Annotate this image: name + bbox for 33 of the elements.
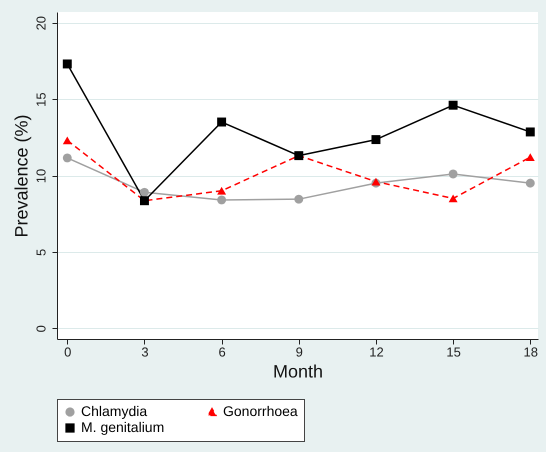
x-tick-label: 0 <box>64 344 72 360</box>
point <box>526 153 535 162</box>
x-tick-label: 12 <box>369 344 384 360</box>
y-tick-label: 5 <box>34 248 48 256</box>
x-axis-title: Month <box>272 362 324 382</box>
point <box>217 118 226 126</box>
point <box>371 178 380 186</box>
y-tick-label: 0 <box>34 325 48 332</box>
point <box>294 194 304 204</box>
x-tick-label: 18 <box>524 344 538 360</box>
y-tick-label: 15 <box>34 92 48 107</box>
y-axis-title: Prevalence (%) <box>12 114 32 238</box>
point <box>526 178 535 188</box>
point <box>448 194 458 202</box>
x-tick-label: 6 <box>218 344 226 360</box>
x-tick-label: 15 <box>446 344 461 360</box>
legend-label: Chlamydia <box>81 403 148 419</box>
point <box>448 170 458 178</box>
y-tick-label: 20 <box>34 16 48 30</box>
x-tick-label: 3 <box>141 344 149 360</box>
point <box>140 188 149 197</box>
point <box>62 153 72 162</box>
x-tick-label: 9 <box>296 344 303 360</box>
point <box>526 127 535 136</box>
legend-label: Gonorrhoea <box>223 403 298 419</box>
y-tick-label: 10 <box>34 168 48 184</box>
point <box>62 59 72 68</box>
point <box>448 100 458 110</box>
point <box>217 195 226 204</box>
point <box>371 135 380 144</box>
point <box>217 186 226 195</box>
point <box>62 136 72 144</box>
legend-label: M. genitalium <box>81 419 164 435</box>
